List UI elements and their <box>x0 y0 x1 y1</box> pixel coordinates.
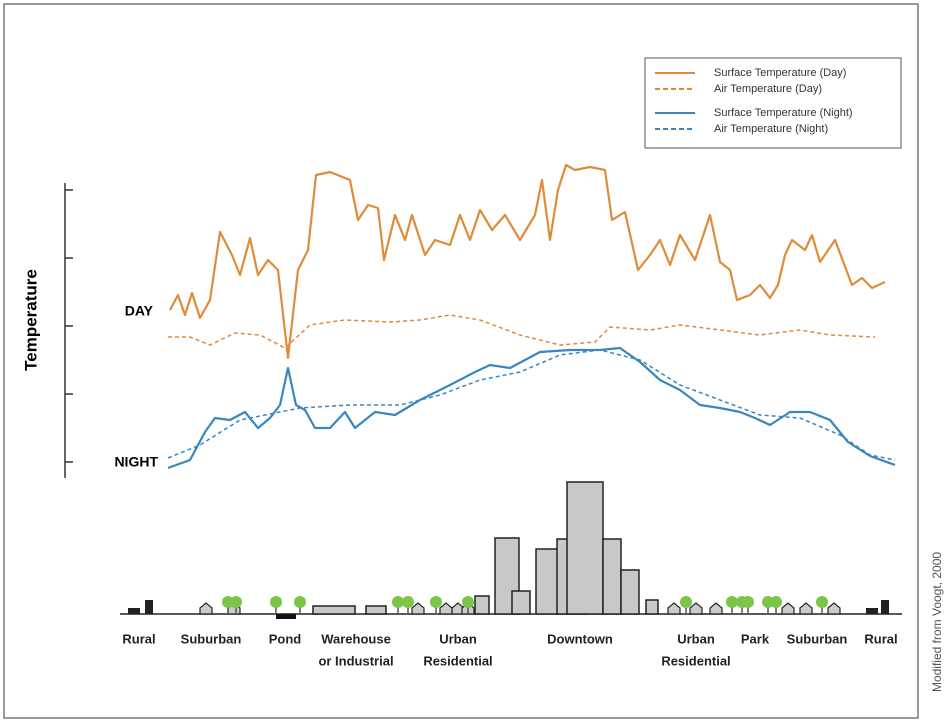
zone-label: Residential <box>423 653 492 668</box>
day-label: DAY <box>125 303 154 319</box>
tree <box>742 596 754 608</box>
night-surface-curve <box>167 346 896 470</box>
house <box>799 602 813 615</box>
building <box>602 538 622 615</box>
farm-building <box>128 608 140 614</box>
legend-label: Air Temperature (Night) <box>714 123 828 135</box>
building <box>312 605 356 615</box>
tree <box>294 596 306 608</box>
house <box>709 602 723 615</box>
pond <box>276 614 296 619</box>
building <box>620 569 640 615</box>
zone-label: Warehouse <box>321 631 391 646</box>
house <box>667 602 681 615</box>
building <box>535 548 559 615</box>
zone-label: Suburban <box>787 631 848 646</box>
house <box>689 602 703 615</box>
zone-label: Urban <box>677 631 715 646</box>
zone-label: Downtown <box>547 631 613 646</box>
house <box>827 602 841 615</box>
building <box>511 590 531 615</box>
tree <box>462 596 474 608</box>
tree <box>230 596 242 608</box>
zone-label: or Industrial <box>318 653 393 668</box>
legend-label: Surface Temperature (Night) <box>714 107 853 119</box>
house <box>411 602 425 615</box>
zone-label: Residential <box>661 653 730 668</box>
tree <box>770 596 782 608</box>
building <box>365 605 387 615</box>
tree <box>816 596 828 608</box>
tree <box>392 596 404 608</box>
tree <box>402 596 414 608</box>
zone-label: Rural <box>864 631 897 646</box>
zone-label: Rural <box>122 631 155 646</box>
legend-label: Air Temperature (Day) <box>714 83 822 95</box>
tree <box>726 596 738 608</box>
house <box>781 602 795 615</box>
house <box>199 602 213 615</box>
zone-label: Pond <box>269 631 302 646</box>
zone-label: Park <box>741 631 770 646</box>
tree <box>680 596 692 608</box>
farm-building <box>145 600 153 614</box>
building <box>566 481 604 615</box>
legend-label: Surface Temperature (Day) <box>714 67 846 79</box>
farm-building <box>866 608 878 614</box>
day-air-curve <box>168 314 876 349</box>
night-label: NIGHT <box>114 454 158 470</box>
zone-label: Urban <box>439 631 477 646</box>
farm-building <box>881 600 889 614</box>
day-surface-curve <box>169 163 886 360</box>
tree <box>270 596 282 608</box>
building <box>474 595 490 615</box>
tree <box>430 596 442 608</box>
credit: Modified from Voogt, 2000 <box>930 552 944 692</box>
axis-label: Temperature <box>21 269 40 371</box>
building <box>645 599 659 615</box>
house <box>439 602 453 615</box>
zone-label: Suburban <box>181 631 242 646</box>
night-air-curve <box>167 349 896 461</box>
